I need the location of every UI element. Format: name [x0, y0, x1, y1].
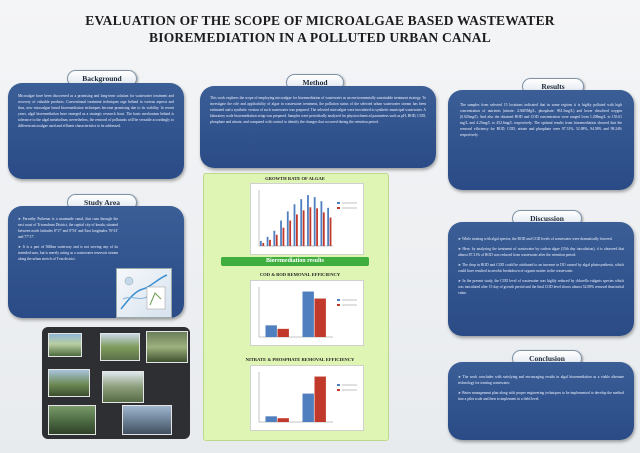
growth-chart-frame: [250, 183, 364, 255]
bar: [266, 236, 269, 246]
bar: [269, 239, 271, 246]
title-line-1: EVALUATION OF THE SCOPE OF MICROALGAE BA…: [85, 13, 555, 28]
bar: [265, 416, 277, 422]
discussion-bullet-1: ➤ While treating with algal species, the…: [458, 237, 613, 241]
bar: [316, 208, 318, 246]
canal-photo-7: [122, 405, 172, 435]
poster-title: EVALUATION OF THE SCOPE OF MICROALGAE BA…: [60, 12, 580, 46]
method-panel: This work explores the scope of employin…: [200, 86, 436, 168]
bar: [282, 227, 285, 246]
canal-photo-4: [48, 369, 90, 397]
bar: [320, 201, 323, 246]
bar: [327, 207, 330, 246]
bar: [289, 220, 292, 246]
legend-swatch: [337, 202, 340, 204]
bar: [309, 207, 312, 246]
bar: [307, 195, 309, 246]
bar: [273, 230, 276, 246]
legend-swatch: [337, 389, 340, 391]
bar: [302, 210, 305, 246]
bar: [302, 393, 314, 422]
growth-chart-title: GROWTH RATE OF ALGAE: [265, 176, 325, 181]
discussion-bullet-4: ➤ In the present study, the COD level of…: [458, 279, 624, 295]
bar: [313, 197, 316, 246]
bar: [314, 376, 326, 422]
legend-swatch: [337, 299, 340, 301]
photo-collage: [42, 327, 190, 439]
bar: [300, 199, 303, 246]
study-area-map: [116, 268, 172, 318]
bar: [296, 214, 298, 246]
bar: [329, 217, 332, 246]
background-panel: Microalgae have been discovered as a pro…: [8, 83, 184, 179]
background-text: Microalgae have been discovered as a pro…: [18, 94, 174, 128]
canal-photo-5: [102, 371, 144, 403]
legend-swatch: [337, 304, 340, 306]
canal-photo-1: [48, 333, 82, 357]
bar: [277, 418, 289, 422]
bar: [275, 234, 278, 246]
results-text: The samples from selected 15 locations i…: [460, 103, 622, 137]
bar: [322, 212, 325, 246]
nitrate-phosphate-chart-title: NITRATE & PHOSPHATE REMOVAL EFFICIENCY: [245, 357, 355, 362]
canal-photo-6: [48, 405, 96, 435]
discussion-bullet-3: ➤ The drop in BOD and COD could be attri…: [458, 263, 624, 273]
nitrate-phosphate-chart-frame: [250, 365, 364, 431]
bar: [286, 211, 289, 246]
conclusion-panel: ➤ The work concludes with satisfying and…: [448, 362, 634, 440]
cod-bod-removal-chart: [258, 287, 357, 338]
growth-rate-chart: [258, 190, 357, 247]
canal-photo-3: [146, 331, 188, 363]
legend-swatch: [337, 384, 340, 386]
bar: [280, 220, 282, 246]
results-panel: The samples from selected 15 locations i…: [448, 90, 634, 190]
study-area-bullet-2: ➤ It is a part of 560km waterway and is …: [18, 245, 118, 261]
discussion-panel: ➤ While treating with algal species, the…: [448, 222, 634, 336]
conclusion-bullet-2: ➤ Better management plan along with prop…: [458, 391, 624, 401]
bar: [314, 298, 326, 337]
cod-bod-chart-title: COD & BOD REMOVAL EFFICIENCY: [259, 272, 341, 277]
bar: [262, 242, 265, 246]
bioremediation-results-label: Bioremediation results: [221, 257, 369, 266]
bar: [277, 328, 289, 337]
cod-bod-chart-frame: [250, 280, 364, 346]
discussion-bullet-2: ➤ Here, by analysing the treatment of wa…: [458, 247, 624, 257]
bar: [265, 325, 277, 337]
bar: [302, 291, 314, 337]
map-graphic: [120, 274, 168, 310]
nitrate-phosphate-removal-chart: [258, 372, 357, 423]
legend-swatch: [337, 207, 340, 209]
bar: [293, 204, 296, 246]
conclusion-bullet-1: ➤ The work concludes with satisfying and…: [458, 375, 624, 385]
title-line-2: BIOREMEDIATION IN A POLLUTED URBAN CANAL: [149, 30, 491, 45]
bar: [259, 240, 262, 246]
method-text: This work explores the scope of employin…: [210, 96, 426, 124]
study-area-bullet-1: ➤ Parvathy Puthenar is a manmade canal, …: [18, 217, 118, 239]
canal-photo-2: [100, 333, 140, 361]
